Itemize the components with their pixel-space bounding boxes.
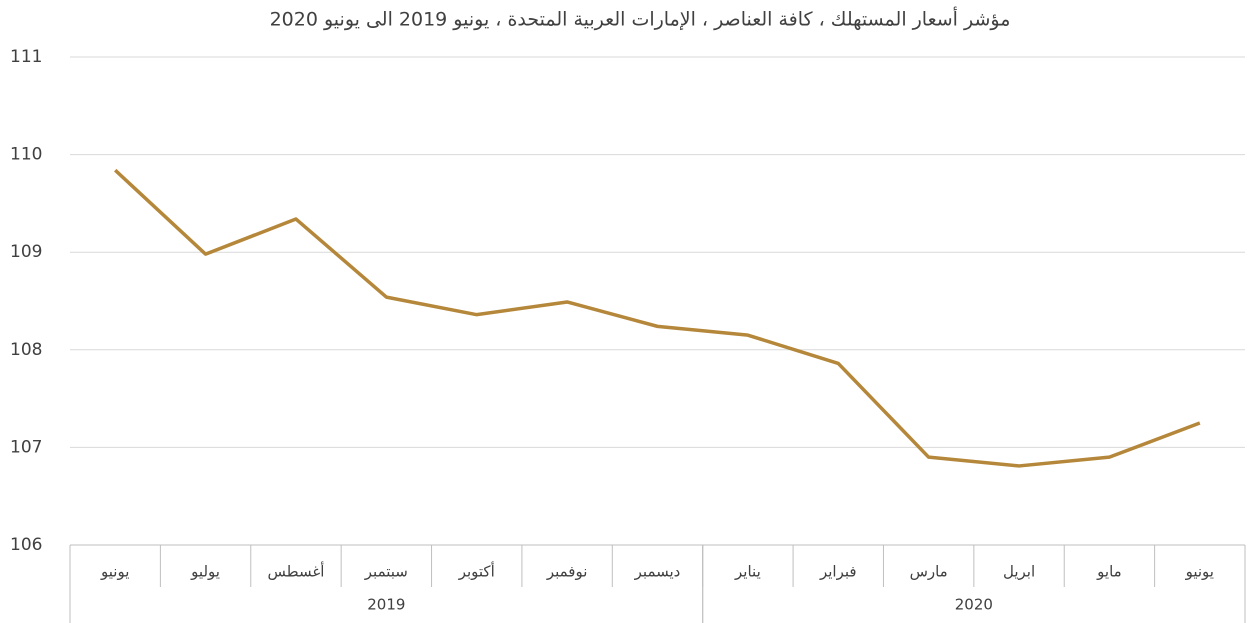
x-tick-label: أغسطس <box>268 562 325 581</box>
y-tick-label: 106 <box>10 535 42 555</box>
x-tick-label: ابريل <box>1003 563 1035 581</box>
x-tick-label: يونيو <box>100 563 129 581</box>
y-tick-label: 109 <box>10 242 42 262</box>
x-tick-label: يوليو <box>190 563 220 581</box>
data-line <box>114 168 1201 468</box>
y-tick-label: 110 <box>10 145 42 165</box>
y-tick-label: 108 <box>10 340 42 360</box>
chart-title: مؤشر أسعار المستهلك ، كافة العناصر ، الإ… <box>270 7 1011 31</box>
x-tick-label: يناير <box>734 563 761 581</box>
y-tick-label: 111 <box>10 47 42 67</box>
x-tick-label: ديسمبر <box>634 563 681 581</box>
x-tick-label: يونيو <box>1185 563 1214 581</box>
y-tick-label: 107 <box>10 437 42 457</box>
x-tick-label: سبتمبر <box>364 563 408 581</box>
x-tick-label: مارس <box>910 563 948 581</box>
x-tick-label: أكتوبر <box>458 562 495 581</box>
x-tick-label: مايو <box>1096 563 1122 581</box>
x-tick-label: نوفمبر <box>546 563 588 581</box>
group-label: 2020 <box>955 596 993 614</box>
x-tick-label: فبراير <box>819 563 857 581</box>
group-label: 2019 <box>367 596 405 614</box>
